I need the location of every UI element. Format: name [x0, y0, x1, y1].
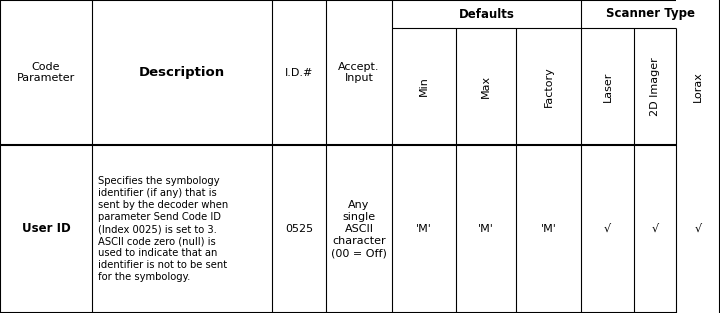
Text: 2D Imager: 2D Imager [650, 57, 660, 116]
Text: Accept.
Input: Accept. Input [338, 62, 379, 83]
Text: Description: Description [139, 66, 225, 79]
Text: Defaults: Defaults [459, 8, 514, 20]
Text: Max: Max [481, 75, 491, 98]
Text: √: √ [694, 224, 701, 234]
Text: Code
Parameter: Code Parameter [17, 62, 75, 83]
Text: 'M': 'M' [478, 224, 494, 234]
Text: Lorax: Lorax [693, 71, 703, 102]
Text: 0525: 0525 [285, 224, 313, 234]
Text: √: √ [604, 224, 611, 234]
Text: Specifies the symbology
identifier (if any) that is
sent by the decoder when
par: Specifies the symbology identifier (if a… [98, 176, 228, 282]
Text: Min: Min [419, 77, 429, 96]
Text: I.D.#: I.D.# [285, 68, 313, 78]
Text: Factory: Factory [544, 66, 554, 107]
Text: User ID: User ID [22, 223, 71, 235]
Text: Any
single
ASCII
character
(00 = Off): Any single ASCII character (00 = Off) [331, 200, 387, 258]
Text: Laser: Laser [603, 71, 613, 102]
Text: √: √ [652, 224, 659, 234]
Text: 'M': 'M' [416, 224, 432, 234]
Text: Scanner Type: Scanner Type [606, 8, 695, 20]
Text: 'M': 'M' [541, 224, 557, 234]
